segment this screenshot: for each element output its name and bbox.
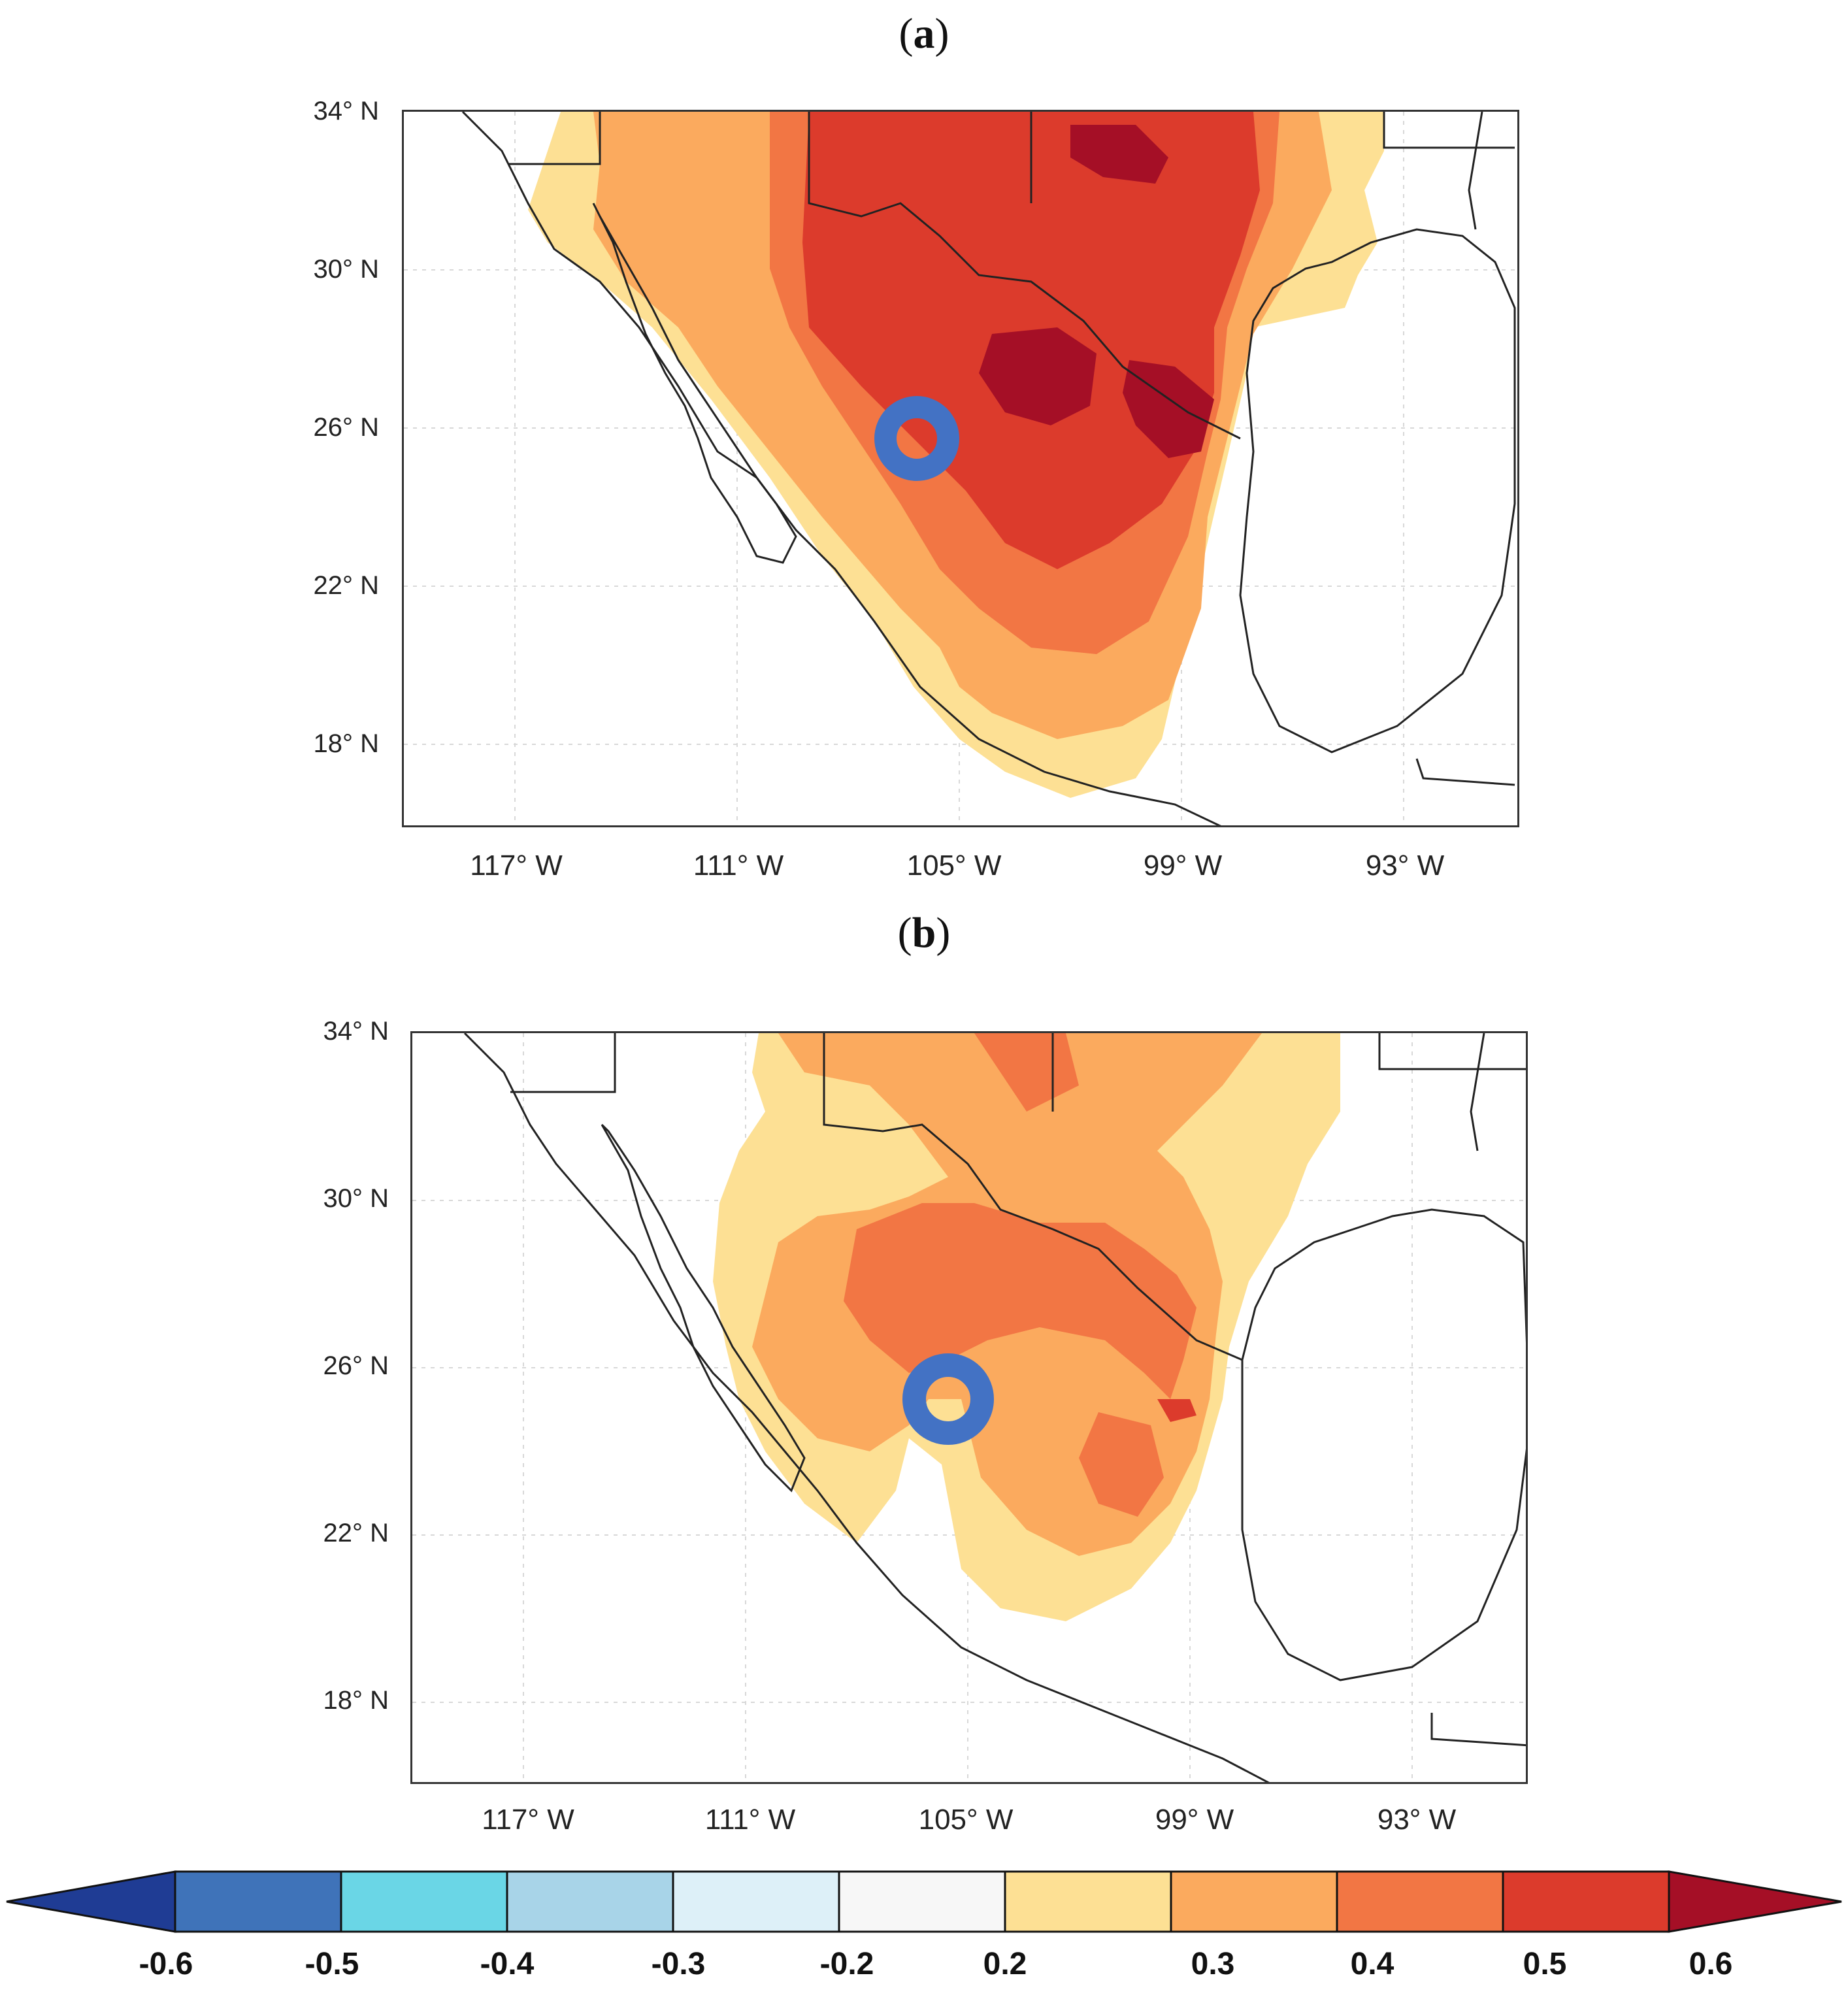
colorbar: -0.6 -0.5 -0.4 -0.3 -0.2 0.2 0.3 0.4 0.5… <box>0 1862 1848 1993</box>
y-tick-26n: 26° N <box>323 1351 389 1380</box>
station-ring-a <box>874 396 959 481</box>
contour-0.4-0.5-3 <box>1079 1412 1164 1517</box>
coastlines-a <box>461 112 1516 825</box>
colorbar-label-0.5: 0.5 <box>1523 1947 1567 1981</box>
colorbar-bin-5 <box>838 1870 1006 1933</box>
x-tick-117w: 117° W <box>470 850 563 882</box>
colorbar-bin-8 <box>1336 1870 1504 1933</box>
colorbar-svg <box>6 1870 1842 1933</box>
coastlines-b <box>463 1033 1526 1782</box>
colorbar-bin-1 <box>174 1870 342 1933</box>
contour-gt-0.6-2 <box>979 327 1097 425</box>
x-tick-93w: 93° W <box>1377 1804 1457 1836</box>
y-tick-34n: 34° N <box>313 97 380 125</box>
x-tick-111w: 111° W <box>704 1804 796 1836</box>
y-tick-26n: 26° N <box>313 413 380 442</box>
map-b-svg <box>412 1033 1526 1782</box>
colorbar-extend-low <box>6 1870 176 1933</box>
colorbar-label-0.4: 0.4 <box>1350 1947 1394 1981</box>
contour-0.5-0.6 <box>1157 1399 1196 1422</box>
station-ring-b <box>902 1353 994 1445</box>
x-tick-99w: 99° W <box>1155 1804 1234 1836</box>
panel-a-label: (a) <box>899 10 949 58</box>
y-tick-34n: 34° N <box>323 1017 389 1046</box>
y-tick-30n: 30° N <box>323 1184 389 1213</box>
colorbar-label-m0.4: -0.4 <box>480 1947 535 1981</box>
x-tick-117w: 117° W <box>482 1804 574 1836</box>
colorbar-bin-6 <box>1004 1870 1172 1933</box>
x-tick-105w: 105° W <box>918 1804 1014 1836</box>
colorbar-bin-4 <box>672 1870 840 1933</box>
y-tick-18n: 18° N <box>323 1686 389 1715</box>
y-tick-22n: 22° N <box>323 1519 389 1547</box>
map-frame-b <box>410 1031 1528 1784</box>
y-tick-18n: 18° N <box>313 729 380 758</box>
contour-0.4-0.5-2 <box>844 1203 1196 1399</box>
contour-gt-0.6-3 <box>1123 360 1214 458</box>
colorbar-label-0.6: 0.6 <box>1689 1947 1733 1981</box>
y-tick-22n: 22° N <box>313 571 380 600</box>
map-frame-a <box>402 110 1519 827</box>
map-a-svg <box>404 112 1517 825</box>
colorbar-label-0.2: 0.2 <box>983 1947 1027 1981</box>
y-tick-30n: 30° N <box>313 255 380 284</box>
x-tick-105w: 105° W <box>906 850 1002 882</box>
x-tick-93w: 93° W <box>1365 850 1445 882</box>
colorbar-label-m0.3: -0.3 <box>651 1947 706 1981</box>
colorbar-label-m0.2: -0.2 <box>819 1947 874 1981</box>
contour-gt-0.6-1 <box>1070 125 1168 184</box>
colorbar-label-m0.5: -0.5 <box>305 1947 359 1981</box>
x-tick-111w: 111° W <box>693 850 784 882</box>
colorbar-label-m0.6: -0.6 <box>139 1947 193 1981</box>
colorbar-extend-high <box>1668 1870 1842 1933</box>
colorbar-bin-2 <box>340 1870 508 1933</box>
panel-b-label: (b) <box>897 909 951 957</box>
x-tick-99w: 99° W <box>1143 850 1223 882</box>
colorbar-label-0.3: 0.3 <box>1191 1947 1235 1981</box>
colorbar-bin-3 <box>506 1870 674 1933</box>
colorbar-bin-7 <box>1170 1870 1338 1933</box>
colorbar-bin-9 <box>1502 1870 1670 1933</box>
